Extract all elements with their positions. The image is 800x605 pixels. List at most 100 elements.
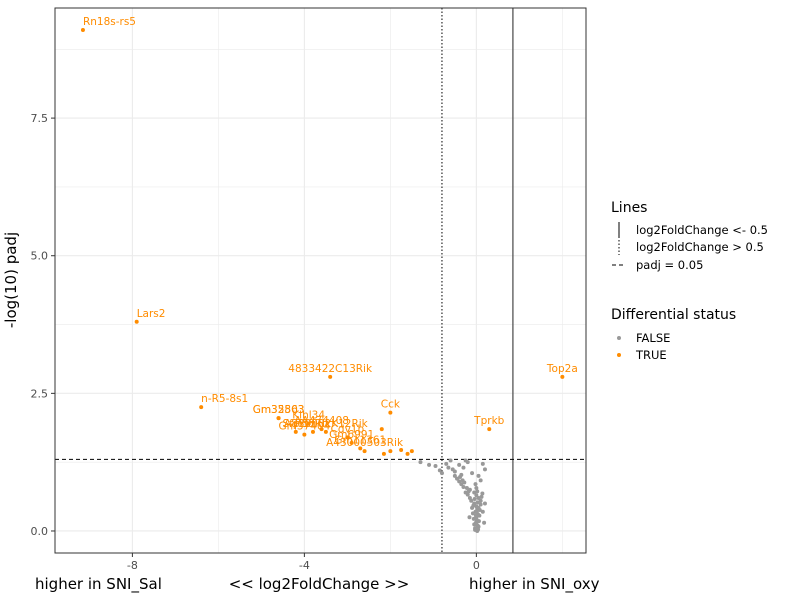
data-point-false <box>482 501 487 506</box>
data-point-false <box>472 490 477 495</box>
x-tick-label: -8 <box>127 559 138 572</box>
data-point-false <box>482 520 487 525</box>
data-point-true <box>362 449 367 454</box>
data-points <box>80 28 565 533</box>
legend-line-item: padj = 0.05 <box>636 258 703 272</box>
data-point-false <box>480 509 485 514</box>
data-point-false <box>480 461 485 466</box>
data-point-false <box>464 486 469 491</box>
data-point-true <box>399 448 404 453</box>
gene-label: n-R5-8s1 <box>201 393 248 405</box>
data-point-false <box>457 462 462 467</box>
gene-label: Top2a <box>546 363 578 375</box>
legend-status: Differential status FALSE TRUE <box>611 307 736 362</box>
data-point-false <box>474 486 479 491</box>
data-point-true <box>199 405 204 410</box>
data-point-false <box>444 461 449 466</box>
gene-label: A830082K12Rik <box>284 418 369 430</box>
y-tick-label: 7.5 <box>31 112 49 125</box>
axes: -8 -4 0 0.0 2.5 5.0 7.5 <box>31 112 480 572</box>
y-tick-label: 2.5 <box>31 387 49 400</box>
gene-label: Rn18s-rs5 <box>83 16 136 28</box>
data-point-true <box>310 429 315 434</box>
data-point-false <box>473 526 478 531</box>
gene-labels: Rn18s-rs5 Lars2 n-R5-8s1 4833422C13Rik Top2a… <box>83 16 578 449</box>
y-axis-title: -log(10) padj <box>2 232 20 328</box>
data-point-false <box>433 464 438 469</box>
data-point-false <box>473 482 478 487</box>
panel-border <box>54 7 587 554</box>
data-point-false <box>470 511 475 516</box>
y-tick-label: 5.0 <box>31 250 49 263</box>
data-point-false <box>427 462 432 467</box>
data-point-false <box>476 495 481 500</box>
data-point-false <box>477 513 482 518</box>
data-point-false <box>480 491 485 496</box>
data-point-true <box>276 416 281 421</box>
legend-status-false-swatch <box>617 336 621 340</box>
x-tick-label: 0 <box>473 559 480 572</box>
data-point-false <box>476 527 481 532</box>
data-point-false <box>461 484 466 489</box>
data-point-false <box>474 493 479 498</box>
gene-label: Gm6991 <box>329 429 374 441</box>
data-point-true <box>80 28 85 33</box>
data-point-false <box>461 465 466 470</box>
data-point-false <box>473 513 478 518</box>
data-point-true <box>293 429 298 434</box>
legend-status-true-swatch <box>617 353 621 357</box>
data-point-true <box>388 410 393 415</box>
data-point-false <box>482 467 487 472</box>
data-point-false <box>476 473 481 478</box>
data-point-true <box>319 427 324 432</box>
legend-lines: Lines log2FoldChange <- 0.5 log2FoldChan… <box>611 200 768 272</box>
gene-label: Gm11361 <box>334 434 386 446</box>
data-point-true <box>134 319 139 324</box>
data-point-false <box>465 460 470 465</box>
data-point-false <box>474 510 479 515</box>
data-point-false <box>458 475 463 480</box>
gene-label: Gm37404 <box>278 421 330 433</box>
data-point-true <box>381 451 386 456</box>
data-point-false <box>418 460 423 465</box>
gene-label: Cck <box>381 399 401 411</box>
data-point-false <box>466 489 471 494</box>
data-point-true <box>323 429 328 434</box>
data-point-false <box>455 476 460 481</box>
x-right-side-label: higher in SNI_oxy <box>469 575 600 594</box>
legend-status-title: Differential status <box>611 307 736 323</box>
data-point-false <box>478 478 483 483</box>
data-point-true <box>328 374 333 379</box>
gene-label: P33Rik <box>295 418 332 430</box>
data-point-false <box>476 519 481 524</box>
data-point-false <box>478 498 483 503</box>
data-point-false <box>470 471 475 476</box>
data-point-false <box>467 515 472 520</box>
data-point-false <box>474 522 479 527</box>
gene-label: Cdv1b <box>331 423 365 435</box>
x-axis-title: << log2FoldChange >> <box>229 575 410 593</box>
plot-panel: Rn18s-rs5 Lars2 n-R5-8s1 4833422C13Rik Top2a… <box>54 7 587 554</box>
data-point-true <box>487 427 492 432</box>
legend-status-item: TRUE <box>635 348 667 362</box>
data-point-true <box>306 421 311 426</box>
data-point-false <box>479 494 484 499</box>
data-point-false <box>448 458 453 463</box>
data-point-false <box>475 489 480 494</box>
data-point-false <box>457 479 462 484</box>
gene-label: Gm32503 <box>253 404 305 416</box>
data-point-true <box>345 435 350 440</box>
data-point-false <box>459 482 464 487</box>
data-point-false <box>437 468 442 473</box>
data-point-true <box>560 374 565 379</box>
gene-label: A43000503Rik <box>326 437 404 449</box>
gene-label: AA474408 <box>294 415 349 427</box>
x-tick-label: -4 <box>299 559 310 572</box>
data-point-false <box>439 471 444 476</box>
data-point-false <box>467 495 472 500</box>
data-point-false <box>446 465 451 470</box>
data-point-true <box>388 449 393 454</box>
data-point-true <box>379 427 384 432</box>
